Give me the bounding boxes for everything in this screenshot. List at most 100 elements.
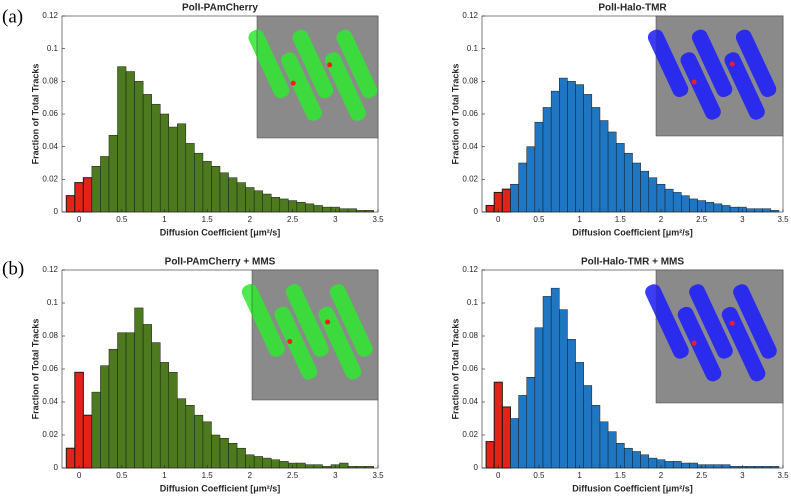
bar xyxy=(575,362,584,469)
bar xyxy=(607,131,617,213)
bar xyxy=(713,203,723,213)
bar xyxy=(672,461,682,469)
y-tick-label: 0.04 xyxy=(42,142,58,151)
bar xyxy=(347,208,357,213)
bar xyxy=(624,447,633,469)
cell xyxy=(733,284,777,359)
bar xyxy=(510,183,519,213)
bar xyxy=(296,201,306,213)
y-tick-label: 0.12 xyxy=(42,11,58,20)
bar xyxy=(65,447,76,469)
x-tick-label: 3.5 xyxy=(372,215,384,224)
x-tick-label: 2 xyxy=(248,215,253,224)
cell xyxy=(689,284,733,359)
y-tick-label: 0.02 xyxy=(462,174,478,183)
x-tick-label: 2 xyxy=(248,471,253,480)
bar xyxy=(339,462,349,469)
bar xyxy=(713,464,723,469)
bar xyxy=(501,188,511,213)
bar xyxy=(117,332,127,469)
y-tick-label: 0.12 xyxy=(462,265,478,274)
x-tick-label: 0.5 xyxy=(116,471,128,480)
bar xyxy=(313,205,323,213)
bar xyxy=(705,201,715,213)
chart-title: PolI-PAmCherry xyxy=(182,3,258,14)
bar xyxy=(108,134,118,213)
x-tick-label: 2.5 xyxy=(287,215,299,224)
x-axis-label: Diffusion Coefficient [μm²/s] xyxy=(572,483,693,493)
inset-border xyxy=(655,15,784,137)
bar xyxy=(599,421,609,469)
y-tick-label: 0.1 xyxy=(47,44,59,53)
bar xyxy=(142,324,152,469)
bar xyxy=(82,414,93,469)
bar xyxy=(305,203,315,213)
bar xyxy=(681,195,690,213)
cell xyxy=(274,306,318,380)
y-axis-label: Fraction of Total Tracks xyxy=(450,64,460,165)
x-tick-label: 0.5 xyxy=(533,215,545,224)
inset-border xyxy=(251,269,379,401)
bar xyxy=(322,206,332,213)
cell xyxy=(248,29,290,99)
cell xyxy=(677,306,722,382)
bar xyxy=(339,208,349,213)
bar xyxy=(91,391,101,469)
bar xyxy=(599,120,609,213)
bar xyxy=(672,192,682,213)
bar xyxy=(202,421,212,469)
bar xyxy=(567,339,576,469)
bar xyxy=(74,182,84,213)
y-tick-label: 0.06 xyxy=(462,109,478,118)
y-tick-label: 0.06 xyxy=(462,364,478,373)
x-tick-label: 1.5 xyxy=(202,471,214,480)
x-tick-label: 0.5 xyxy=(116,215,128,224)
cell xyxy=(318,306,362,380)
bar xyxy=(583,385,593,469)
x-tick-label: 3.5 xyxy=(777,471,789,480)
x-tick-label: 3 xyxy=(740,471,745,480)
bar xyxy=(681,462,690,469)
cell xyxy=(292,29,334,99)
y-tick-label: 0.1 xyxy=(47,298,59,307)
bar xyxy=(550,90,560,213)
x-tick-label: 0 xyxy=(77,215,82,224)
x-tick-label: 2 xyxy=(659,215,664,224)
chart-title: PolI-Halo-TMR + MMS xyxy=(581,257,684,268)
spot xyxy=(290,80,296,86)
bar xyxy=(607,431,617,469)
cell xyxy=(724,52,765,120)
y-tick-label: 0.04 xyxy=(42,397,58,406)
bar xyxy=(253,456,263,469)
inset-image xyxy=(645,269,784,404)
bar xyxy=(100,365,110,469)
bar xyxy=(117,66,127,213)
y-tick-label: 0.12 xyxy=(462,11,478,20)
bar xyxy=(632,162,641,213)
y-tick-label: 0.04 xyxy=(462,142,478,151)
bar xyxy=(559,309,568,469)
x-tick-label: 3.5 xyxy=(372,471,384,480)
x-tick-label: 3 xyxy=(740,215,745,224)
bar xyxy=(526,377,536,469)
y-axis-label: Fraction of Total Tracks xyxy=(30,64,40,165)
bar xyxy=(236,182,246,213)
x-tick-label: 2 xyxy=(659,471,664,480)
inset-border xyxy=(256,15,379,139)
bar xyxy=(100,156,110,213)
bar xyxy=(721,464,731,469)
cell xyxy=(329,284,373,357)
bar xyxy=(518,162,527,213)
cell xyxy=(735,29,777,98)
bar xyxy=(151,103,161,213)
bar xyxy=(91,166,101,213)
inset-border xyxy=(655,269,784,404)
cell xyxy=(691,29,733,98)
x-tick-label: 0 xyxy=(77,471,82,480)
x-tick-label: 2.5 xyxy=(696,215,708,224)
bar xyxy=(125,332,135,469)
y-tick-label: 0.02 xyxy=(42,174,58,183)
bar xyxy=(74,371,84,469)
x-tick-label: 3 xyxy=(333,471,338,480)
